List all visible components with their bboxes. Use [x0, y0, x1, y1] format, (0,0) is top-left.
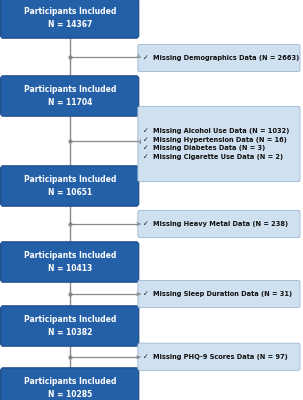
Text: Participants Included
N = 14367: Participants Included N = 14367: [24, 7, 116, 29]
FancyBboxPatch shape: [138, 343, 300, 370]
Text: Participants Included
N = 10413: Participants Included N = 10413: [24, 251, 116, 273]
Text: ✓  Missing PHQ-9 Scores Data (N = 97): ✓ Missing PHQ-9 Scores Data (N = 97): [143, 354, 288, 360]
Text: Participants Included
N = 10382: Participants Included N = 10382: [24, 315, 116, 337]
FancyBboxPatch shape: [1, 306, 139, 346]
Text: Participants Included
N = 10651: Participants Included N = 10651: [24, 175, 116, 197]
Text: ✓  Missing Sleep Duration Data (N = 31): ✓ Missing Sleep Duration Data (N = 31): [143, 291, 292, 297]
Text: ✓  Missing Alcohol Use Data (N = 1032)
✓  Missing Hypertension Data (N = 16)
✓  : ✓ Missing Alcohol Use Data (N = 1032) ✓ …: [143, 128, 289, 160]
FancyBboxPatch shape: [138, 44, 300, 72]
Text: ✓  Missing Heavy Metal Data (N = 238): ✓ Missing Heavy Metal Data (N = 238): [143, 221, 288, 227]
Text: Participants Included
N = 10285: Participants Included N = 10285: [24, 377, 116, 399]
FancyBboxPatch shape: [1, 0, 139, 38]
FancyBboxPatch shape: [138, 210, 300, 238]
Text: Participants Included
N = 11704: Participants Included N = 11704: [24, 85, 116, 107]
FancyBboxPatch shape: [1, 76, 139, 116]
FancyBboxPatch shape: [1, 242, 139, 282]
FancyBboxPatch shape: [1, 368, 139, 400]
FancyBboxPatch shape: [138, 280, 300, 308]
FancyBboxPatch shape: [138, 106, 300, 182]
FancyBboxPatch shape: [1, 166, 139, 206]
Text: ✓  Missing Demographics Data (N = 2663): ✓ Missing Demographics Data (N = 2663): [143, 55, 299, 61]
